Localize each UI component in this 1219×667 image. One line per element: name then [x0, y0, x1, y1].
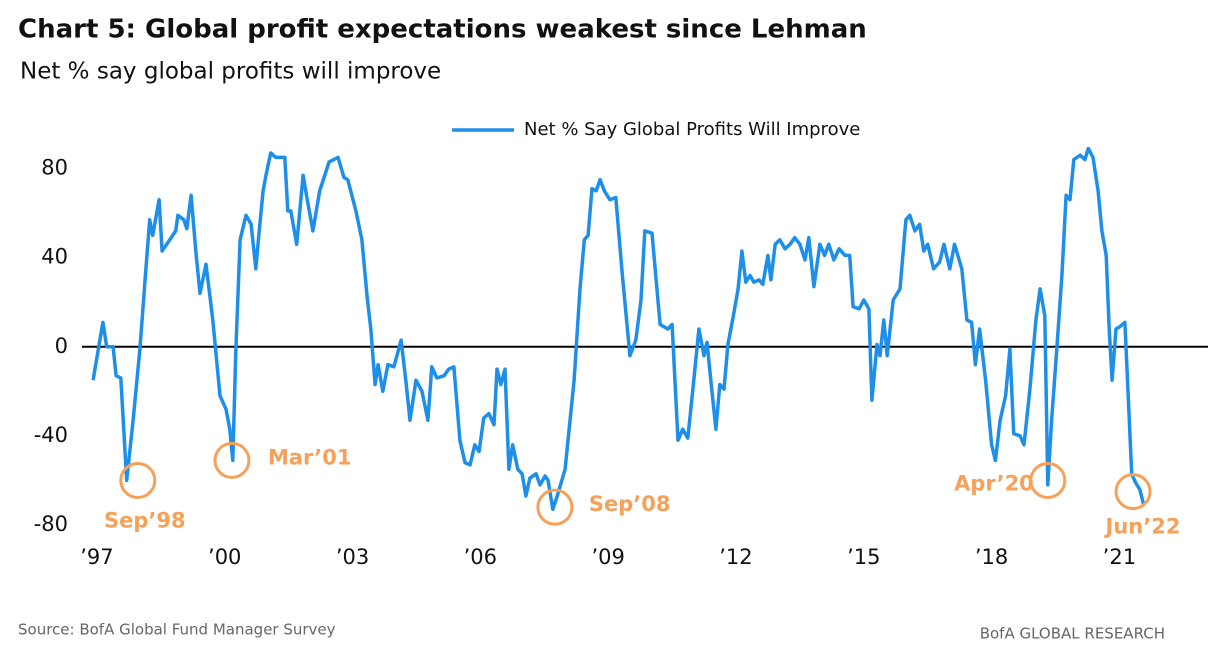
x-tick-label: ’06	[464, 545, 497, 569]
y-tick-label: -80	[34, 512, 68, 536]
source: Source: BofA Global Fund Manager Survey	[18, 621, 336, 639]
x-tick-label: ’15	[847, 545, 880, 569]
annotation-circle	[119, 461, 157, 499]
annotation-circle	[536, 488, 574, 526]
x-tick-label: ’09	[591, 545, 624, 569]
annotation-label: Mar’01	[268, 445, 352, 469]
x-tick-label: ’03	[336, 545, 369, 569]
x-tick-label: ’12	[719, 545, 752, 569]
annotation-label: Apr’20	[954, 471, 1034, 495]
x-tick-label: ’97	[80, 545, 113, 569]
x-tick-label: ’21	[1103, 545, 1136, 569]
annotation-label: Jun’22	[1104, 515, 1181, 539]
annotation-circle	[1114, 473, 1152, 511]
legend-label: Net % Say Global Profits Will Improve	[524, 119, 860, 140]
annotation-label: Sep’98	[104, 508, 186, 532]
chart-subtitle: Net % say global profits will improve	[20, 59, 441, 85]
y-tick-label: 80	[41, 156, 68, 180]
annotation-label: Sep’08	[589, 492, 671, 516]
x-tick-label: ’00	[208, 545, 241, 569]
chart-title: Chart 5: Global profit expectations weak…	[18, 15, 867, 45]
y-tick-label: -40	[34, 423, 68, 447]
y-tick-label: 40	[41, 245, 68, 269]
annotation-circle	[213, 441, 251, 479]
annotation-circle	[1029, 461, 1067, 499]
credit: BofA GLOBAL RESEARCH	[980, 625, 1165, 643]
y-tick-label: 0	[55, 334, 68, 358]
x-tick-label: ’18	[975, 545, 1008, 569]
data-line	[91, 146, 1146, 512]
